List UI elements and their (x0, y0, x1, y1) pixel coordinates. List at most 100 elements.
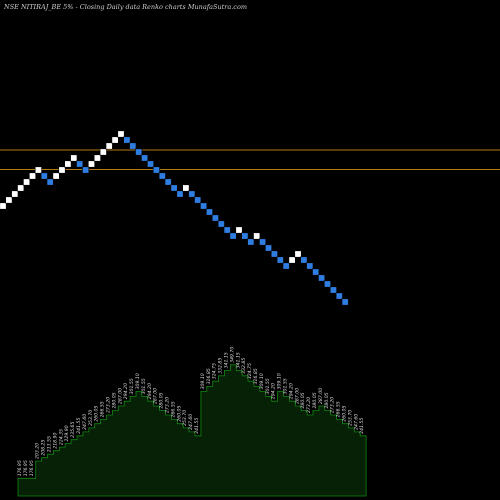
renko-brick (164, 178, 172, 186)
price-label: 273.20 (330, 397, 336, 413)
price-label: 309.10 (135, 373, 141, 389)
price-label: 287.00 (117, 388, 123, 404)
renko-brick (341, 298, 349, 306)
renko-brick (312, 268, 320, 276)
price-label: 260.05 (94, 406, 100, 422)
price-label: 332.85 (241, 358, 247, 374)
renko-brick (276, 256, 284, 264)
price-label: 247.60 (353, 414, 359, 430)
renko-brick (99, 148, 107, 156)
price-label: 309.10 (200, 373, 206, 389)
price-label: 273.20 (306, 397, 312, 413)
renko-brick (223, 226, 231, 234)
price-label: 332.85 (218, 358, 224, 374)
renko-brick (194, 196, 202, 204)
price-label: 229.90 (64, 425, 70, 441)
price-label: 309.10 (277, 373, 283, 389)
price-label: 273.20 (106, 397, 112, 413)
renko-brick (46, 178, 54, 186)
price-label: 301.55 (129, 378, 135, 394)
price-label: 235.65 (70, 422, 76, 438)
renko-brick (182, 184, 190, 192)
renko-brick (23, 178, 31, 186)
price-label: 341.15 (224, 352, 230, 368)
renko-brick (170, 184, 178, 192)
renko-brick (82, 166, 90, 174)
price-area (17, 364, 367, 497)
renko-brick (141, 154, 149, 162)
renko-brick (288, 256, 296, 264)
price-label: 294.20 (147, 383, 153, 399)
renko-brick (17, 184, 25, 192)
price-label: 349.70 (229, 347, 235, 363)
price-label: 260.05 (176, 406, 182, 422)
renko-brick (282, 262, 290, 270)
renko-brick (70, 154, 78, 162)
renko-brick (58, 166, 66, 174)
renko-brick (188, 190, 196, 198)
price-label: 241.55 (76, 418, 82, 434)
price-label: 266.55 (170, 401, 176, 417)
price-label: 224.35 (58, 429, 64, 445)
renko-brick (318, 274, 326, 282)
price-label: 213.55 (47, 436, 53, 452)
renko-brick (270, 250, 278, 258)
price-area-fill (17, 364, 367, 497)
price-label: 341.15 (235, 352, 241, 368)
renko-brick (152, 166, 160, 174)
renko-brick (294, 250, 302, 258)
price-label: 241.55 (194, 418, 200, 434)
renko-brick (11, 190, 19, 198)
price-label: 316.85 (206, 368, 212, 384)
price-label: 208.25 (41, 440, 47, 456)
renko-brick (306, 262, 314, 270)
renko-brick (323, 280, 331, 288)
price-label: 260.05 (342, 406, 348, 422)
renko-brick (335, 292, 343, 300)
price-label: 324.75 (247, 363, 253, 379)
renko-brick (117, 130, 125, 138)
renko-brick (229, 232, 237, 240)
price-label: 287.00 (318, 388, 324, 404)
price-label: 280.05 (159, 392, 165, 408)
price-label: 280.05 (300, 392, 306, 408)
price-label: 241.55 (359, 418, 365, 434)
price-label: 294.20 (123, 383, 129, 399)
price-label: 247.60 (82, 414, 88, 430)
renko-brick (259, 238, 267, 246)
price-label: 253.70 (347, 410, 353, 426)
renko-brick (40, 172, 48, 180)
renko-brick (147, 160, 155, 168)
price-label: 253.70 (88, 410, 94, 426)
price-label: 280.05 (324, 392, 330, 408)
renko-brick (200, 202, 208, 210)
renko-brick (135, 148, 143, 156)
renko-brick (235, 226, 243, 234)
renko-brick (52, 172, 60, 180)
price-label: 301.55 (265, 378, 271, 394)
price-label: 287.00 (153, 388, 159, 404)
price-label: 203.20 (35, 443, 41, 459)
price-label: 280.05 (312, 392, 318, 408)
renko-brick (129, 142, 137, 150)
price-label: 294.20 (271, 383, 277, 399)
renko-brick (34, 166, 42, 174)
renko-brick (0, 202, 7, 210)
renko-brick (264, 244, 272, 252)
renko-brick (93, 154, 101, 162)
price-label: 253.70 (182, 410, 188, 426)
price-label: 280.05 (111, 392, 117, 408)
renko-brick (300, 256, 308, 264)
renko-brick (211, 214, 219, 222)
renko-brick (111, 136, 119, 144)
renko-brick (123, 136, 131, 144)
renko-brick (206, 208, 214, 216)
price-label: 266.55 (100, 401, 106, 417)
price-label: 309.10 (259, 373, 265, 389)
price-label: 273.20 (165, 397, 171, 413)
price-label: 324.75 (212, 363, 218, 379)
renko-bricks (0, 130, 349, 306)
renko-brick (76, 160, 84, 168)
